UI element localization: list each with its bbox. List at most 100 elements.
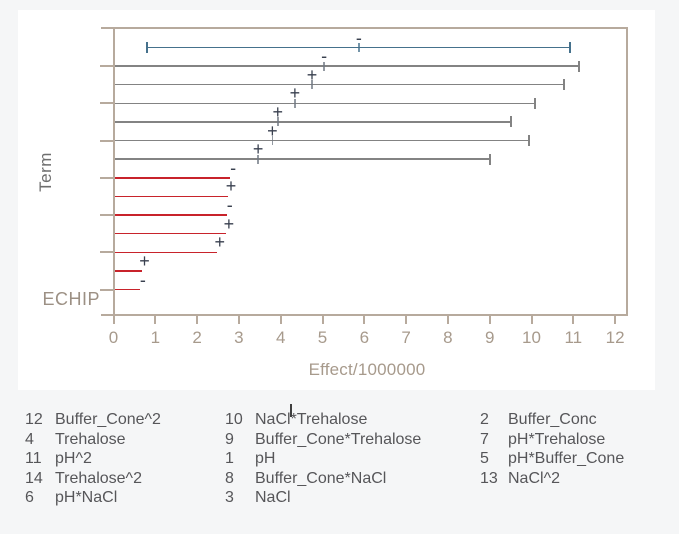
legend-entry-number: 3 bbox=[225, 489, 234, 507]
x-axis-line bbox=[100, 314, 628, 316]
upper-ci-cap bbox=[527, 135, 530, 147]
y-axis-tick bbox=[100, 176, 113, 179]
legend-entry-label: pH*NaCl bbox=[55, 489, 118, 507]
term-effect-line bbox=[114, 121, 512, 123]
lower-ci-cap bbox=[145, 42, 148, 53]
effect-sign: - bbox=[230, 157, 237, 178]
legend-entry: 4 Trehalose bbox=[25, 430, 161, 450]
chart-canvas bbox=[18, 10, 655, 390]
plot-frame-right bbox=[625, 27, 628, 316]
text-cursor-icon bbox=[290, 404, 292, 417]
legend-column: 10 NaCl*Trehalose 9 Buffer_Cone*Trehalose 1 p… bbox=[225, 410, 421, 508]
upper-ci-cap bbox=[568, 42, 571, 53]
term-effect-line bbox=[114, 65, 579, 67]
legend-entry-number: 1 bbox=[225, 450, 234, 468]
legend-entry-label: NaCl^2 bbox=[508, 469, 560, 487]
effect-sign: + bbox=[139, 250, 150, 271]
x-axis-tick bbox=[530, 316, 533, 324]
x-axis-tick bbox=[488, 316, 491, 324]
legend-entry: 10 NaCl*Trehalose bbox=[225, 410, 421, 430]
legend-entry-number: 6 bbox=[25, 489, 34, 507]
term-effect-line bbox=[114, 177, 231, 179]
legend-entry-label: pH^2 bbox=[55, 450, 92, 468]
y-axis-tick bbox=[100, 102, 113, 105]
y-axis-tick bbox=[100, 288, 113, 291]
effect-estimate-tick bbox=[257, 154, 259, 164]
x-axis-tick bbox=[321, 316, 324, 324]
legend-entry-number: 8 bbox=[225, 469, 234, 487]
legend-entry-label: Buffer_Cone*Trehalose bbox=[255, 430, 422, 448]
term-effect-line bbox=[114, 102, 535, 105]
legend-entry-label: Trehalose^2 bbox=[55, 469, 142, 487]
x-axis-title: Effect/1000000 bbox=[308, 360, 426, 379]
legend-entry-number: 10 bbox=[225, 411, 243, 428]
y-axis-tick bbox=[100, 251, 113, 254]
x-axis-tick bbox=[572, 316, 575, 324]
x-axis-tick-label: 12 bbox=[605, 328, 625, 347]
legend-entry: 7 pH*Trehalose bbox=[480, 430, 624, 450]
legend-entry: 5 pH*Buffer_Cone bbox=[480, 449, 624, 469]
term-effect-line bbox=[114, 83, 565, 86]
legend-column: 2 Buffer_Conc 7 pH*Trehalose 5 pH*Buffer_Cone… bbox=[480, 410, 624, 488]
legend-entry-label: Trehalose bbox=[55, 430, 126, 448]
legend-entry-number: 5 bbox=[480, 450, 489, 468]
x-axis-tick bbox=[446, 316, 449, 324]
effect-estimate-tick bbox=[294, 98, 296, 108]
legend-entry: 9 Buffer_Cone*Trehalose bbox=[225, 430, 421, 450]
legend-entry: 8 Buffer_Cone*NaCl bbox=[225, 469, 421, 489]
legend-entry-number: 4 bbox=[25, 430, 34, 448]
term-effect-line bbox=[114, 270, 142, 272]
upper-ci-cap bbox=[533, 97, 536, 109]
legend-entry: 11 pH^2 bbox=[25, 449, 161, 469]
effect-estimate-tick bbox=[311, 80, 313, 90]
legend-entry-label: Buffer_Conc bbox=[508, 411, 597, 428]
x-axis-tick bbox=[112, 316, 115, 324]
legend-entry-number: 14 bbox=[25, 469, 43, 487]
y-axis-line bbox=[112, 27, 115, 316]
legend-entry: 6 pH*NaCl bbox=[25, 488, 161, 508]
x-axis-tick bbox=[196, 316, 199, 324]
effect-estimate-tick bbox=[277, 117, 279, 127]
legend-entry: 1 pH bbox=[225, 449, 421, 469]
legend-entry-label: NaCl*Trehalose bbox=[255, 411, 368, 428]
x-axis-tick bbox=[363, 316, 366, 324]
effect-sign: - bbox=[226, 195, 233, 216]
x-axis-tick-label: 9 bbox=[484, 328, 495, 347]
upper-ci-cap bbox=[488, 153, 491, 165]
effect-sign: + bbox=[267, 120, 278, 141]
x-axis-tick-label: 11 bbox=[564, 328, 583, 347]
legend-entry: 13 NaCl^2 bbox=[480, 469, 624, 489]
y-axis-tick bbox=[100, 139, 113, 142]
term-effect-line bbox=[114, 158, 490, 160]
effect-sign: - bbox=[321, 46, 328, 67]
legend-entry-number: 7 bbox=[480, 430, 489, 448]
x-axis-tick-label: 7 bbox=[401, 328, 411, 347]
y-axis-tick bbox=[100, 214, 113, 217]
effect-sign: + bbox=[306, 64, 318, 85]
x-axis-tick-label: 0 bbox=[108, 328, 119, 347]
upper-ci-cap bbox=[510, 116, 513, 128]
echip-axis-label: ECHIP bbox=[42, 289, 100, 309]
legend-entry-number: 2 bbox=[480, 411, 489, 428]
x-axis-tick bbox=[279, 316, 282, 324]
effect-sign: + bbox=[252, 139, 264, 160]
x-axis-tick-label: 4 bbox=[275, 328, 286, 347]
term-effect-line bbox=[114, 214, 227, 216]
legend-entry-number: 12 bbox=[25, 411, 43, 428]
legend-entry-number: 11 bbox=[25, 450, 42, 468]
term-effect-line bbox=[114, 195, 229, 198]
legend-entry-number: 9 bbox=[225, 430, 234, 448]
x-axis-tick-label: 10 bbox=[522, 328, 541, 347]
effect-sign: + bbox=[214, 232, 225, 253]
term-effect-line bbox=[114, 288, 140, 291]
x-axis-tick bbox=[614, 316, 617, 324]
term-effect-line bbox=[114, 139, 529, 142]
plot-frame-top bbox=[100, 27, 628, 29]
x-axis-tick-label: 1 bbox=[150, 328, 161, 347]
effect-sign: + bbox=[225, 176, 237, 197]
x-axis-tick-label: 5 bbox=[317, 328, 328, 347]
legend-entry: 12 Buffer_Cone^2 bbox=[25, 410, 161, 430]
effect-sign: - bbox=[355, 27, 362, 48]
x-axis-tick bbox=[237, 316, 240, 324]
